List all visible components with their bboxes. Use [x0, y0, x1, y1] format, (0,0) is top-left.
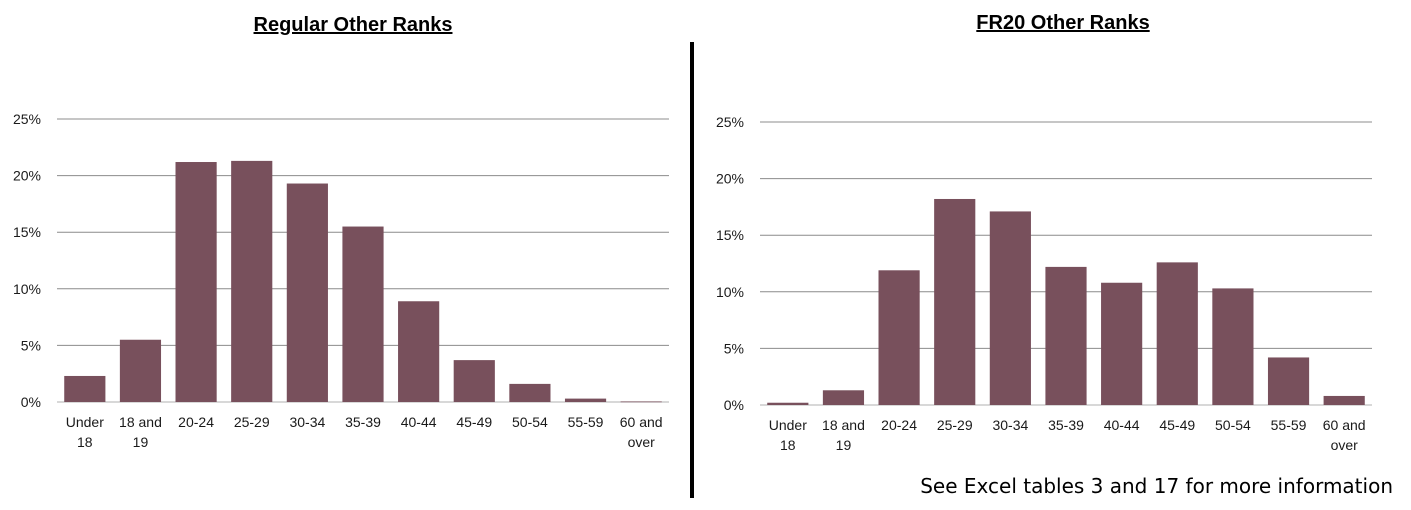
x-tick-label: 18 and	[822, 417, 865, 433]
x-tick-label: 25-29	[937, 417, 973, 433]
x-tick-label: 50-54	[1215, 417, 1251, 433]
x-tick-label: 35-39	[1048, 417, 1084, 433]
bar-60-and-over	[1324, 396, 1365, 405]
bar-under-18	[767, 403, 808, 405]
y-tick-label: 15%	[716, 227, 744, 243]
chart-divider	[690, 42, 694, 498]
x-tick-label: 18	[780, 437, 796, 453]
x-tick-label: 19	[836, 437, 852, 453]
bar-18-and-19	[823, 390, 864, 405]
x-tick-label: 40-44	[1104, 417, 1140, 433]
bar-25-29	[934, 199, 975, 405]
bar-35-39	[1045, 267, 1086, 405]
y-tick-label: 0%	[724, 397, 744, 413]
footnote: See Excel tables 3 and 17 for more infor…	[920, 474, 1393, 498]
y-tick-label: 5%	[724, 340, 744, 356]
bar-30-34	[990, 211, 1031, 405]
x-tick-label: Under	[769, 417, 807, 433]
bar-45-49	[1157, 262, 1198, 405]
y-tick-label: 25%	[716, 114, 744, 130]
bar-40-44	[1101, 283, 1142, 405]
x-tick-label: 30-34	[992, 417, 1028, 433]
x-tick-label: 55-59	[1271, 417, 1307, 433]
x-tick-label: 60 and	[1323, 417, 1366, 433]
x-tick-label: 45-49	[1159, 417, 1195, 433]
bar-20-24	[879, 270, 920, 405]
y-tick-label: 10%	[716, 284, 744, 300]
y-tick-label: 20%	[716, 171, 744, 187]
bar-50-54	[1212, 288, 1253, 405]
x-tick-label: over	[1331, 437, 1359, 453]
x-tick-label: 20-24	[881, 417, 917, 433]
bar-55-59	[1268, 357, 1309, 405]
